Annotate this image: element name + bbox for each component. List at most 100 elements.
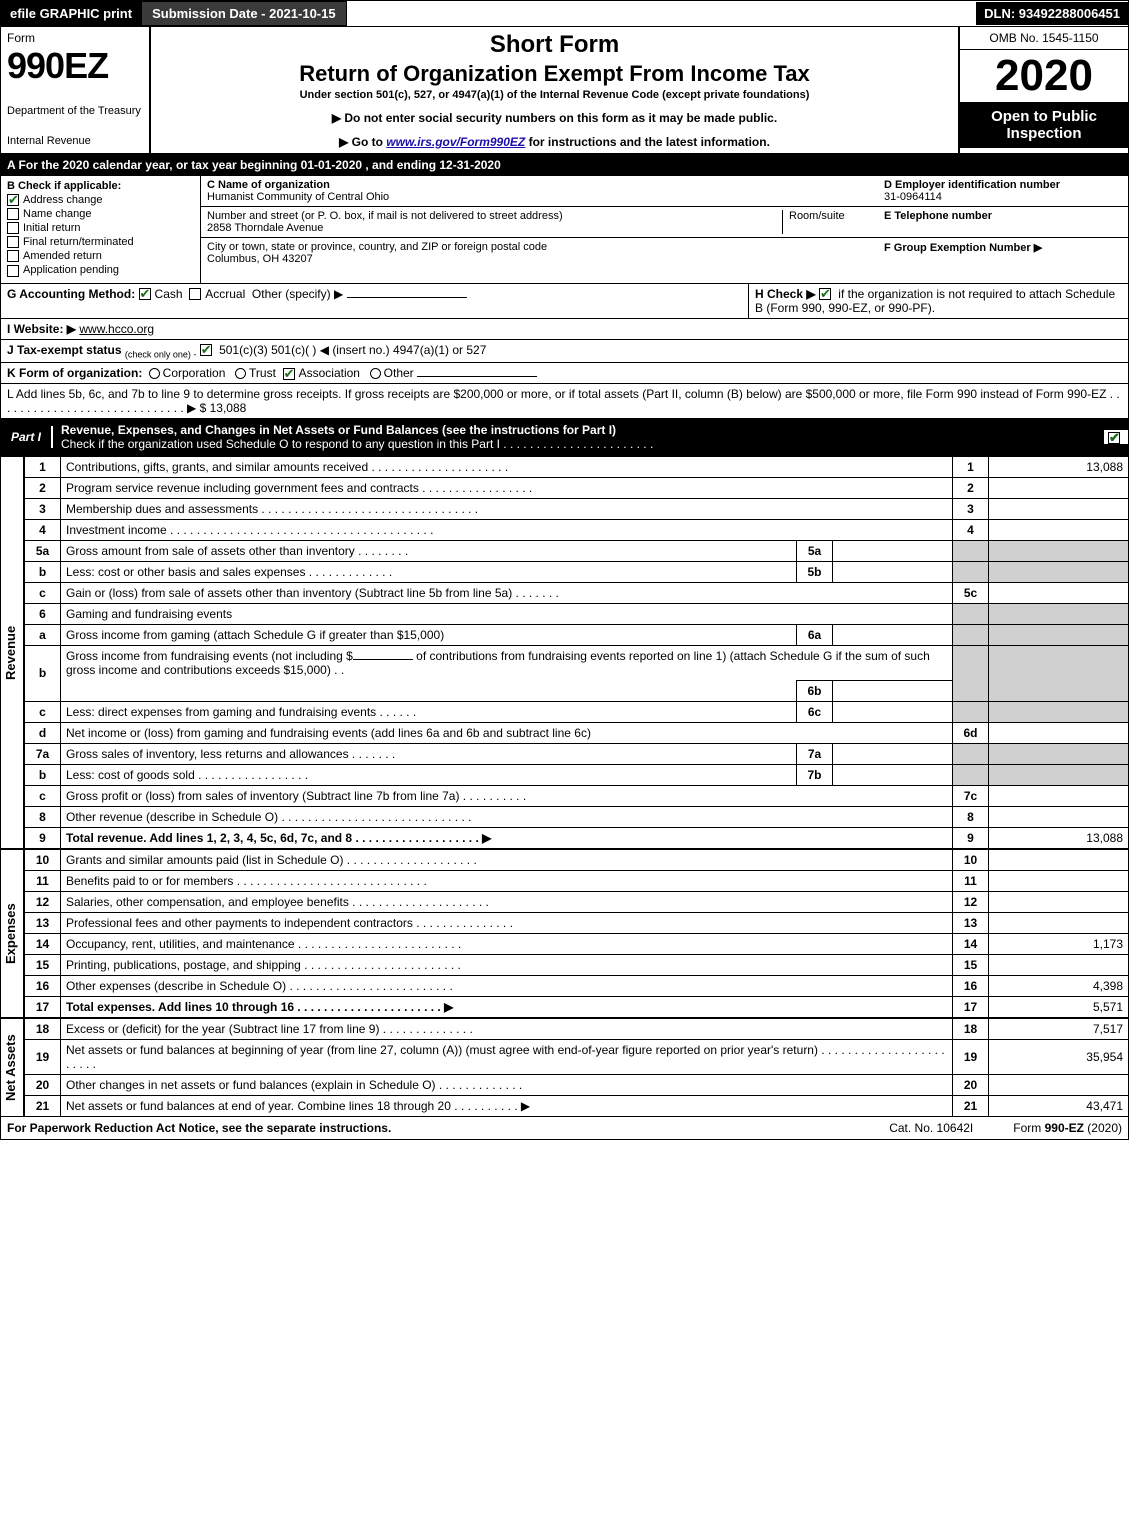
form-word: Form	[7, 31, 143, 45]
line-desc: Membership dues and assessments . . . . …	[61, 498, 953, 519]
mini-code: 7b	[797, 764, 833, 785]
checkbox-icon[interactable]	[819, 288, 831, 300]
chk-initial-return[interactable]: Initial return	[7, 222, 194, 234]
checkbox-icon[interactable]	[189, 288, 201, 300]
table-row: bLess: cost or other basis and sales exp…	[25, 561, 1129, 582]
line-num: b	[25, 645, 61, 701]
mini-val	[833, 540, 953, 561]
row-j-tax-exempt: J Tax-exempt status (check only one) - 5…	[0, 340, 1129, 363]
j-opts: 501(c)(3) 501(c)( ) ◀ (insert no.) 4947(…	[219, 343, 486, 357]
table-row: cGross profit or (loss) from sales of in…	[25, 785, 1129, 806]
line-desc: Gross amount from sale of assets other t…	[61, 540, 797, 561]
table-row: bLess: cost of goods sold . . . . . . . …	[25, 764, 1129, 785]
line-code: 6d	[953, 722, 989, 743]
line-desc: Salaries, other compensation, and employ…	[61, 891, 953, 912]
fundraising-amount-input[interactable]	[353, 659, 413, 660]
line-num: 4	[25, 519, 61, 540]
line-amount: 1,173	[989, 933, 1129, 954]
shaded-cell	[953, 645, 989, 701]
line-code: 4	[953, 519, 989, 540]
line-desc: Other changes in net assets or fund bala…	[61, 1074, 953, 1095]
table-row: aGross income from gaming (attach Schedu…	[25, 624, 1129, 645]
part-check-line: Check if the organization used Schedule …	[61, 437, 653, 451]
efile-print-button[interactable]: efile GRAPHIC print	[1, 1, 141, 26]
line-desc: Excess or (deficit) for the year (Subtra…	[61, 1018, 953, 1039]
page-footer: For Paperwork Reduction Act Notice, see …	[0, 1117, 1129, 1140]
line-amount: 4,398	[989, 975, 1129, 996]
line-code: 7c	[953, 785, 989, 806]
checkbox-icon[interactable]	[200, 344, 212, 356]
form-number: 990EZ	[7, 45, 143, 87]
g-other-input[interactable]	[347, 297, 467, 298]
dln-label: DLN: 93492288006451	[976, 2, 1128, 25]
form-header: Form 990EZ Department of the Treasury In…	[0, 27, 1129, 154]
line-desc: Program service revenue including govern…	[61, 477, 953, 498]
g-label: G Accounting Method:	[7, 287, 135, 301]
city-state-zip: Columbus, OH 43207	[207, 253, 313, 265]
line-desc: Gross profit or (loss) from sales of inv…	[61, 785, 953, 806]
table-row: 8Other revenue (describe in Schedule O) …	[25, 806, 1129, 827]
line-amount	[989, 954, 1129, 975]
table-row: 19Net assets or fund balances at beginni…	[25, 1039, 1129, 1074]
line-code: 13	[953, 912, 989, 933]
line-amount: 13,088	[989, 456, 1129, 477]
chk-final-return[interactable]: Final return/terminated	[7, 236, 194, 248]
line-code: 3	[953, 498, 989, 519]
radio-icon[interactable]	[149, 368, 160, 379]
line-code: 2	[953, 477, 989, 498]
shaded-cell	[953, 624, 989, 645]
line-num: b	[25, 764, 61, 785]
table-row: bGross income from fundraising events (n…	[25, 645, 1129, 680]
line-num: 8	[25, 806, 61, 827]
g-accrual: Accrual	[205, 287, 245, 301]
line-code: 16	[953, 975, 989, 996]
website-link[interactable]: www.hcco.org	[79, 322, 154, 336]
line-num: 15	[25, 954, 61, 975]
mini-val	[833, 764, 953, 785]
table-row: dNet income or (loss) from gaming and fu…	[25, 722, 1129, 743]
footer-right: Form 990-EZ (2020)	[1013, 1121, 1122, 1135]
checkbox-icon	[7, 194, 19, 206]
line-desc: Total expenses. Add lines 10 through 16 …	[61, 996, 953, 1017]
line-code: 15	[953, 954, 989, 975]
shaded-cell	[953, 540, 989, 561]
checkbox-icon[interactable]	[283, 368, 295, 380]
checkbox-icon	[1108, 432, 1120, 444]
line-desc: Gain or (loss) from sale of assets other…	[61, 582, 953, 603]
submission-date-button[interactable]: Submission Date - 2021-10-15	[141, 1, 347, 26]
mini-code: 5a	[797, 540, 833, 561]
goto-link[interactable]: www.irs.gov/Form990EZ	[386, 135, 525, 149]
org-name: Humanist Community of Central Ohio	[207, 191, 389, 203]
shaded-cell	[989, 624, 1129, 645]
line-num: 2	[25, 477, 61, 498]
part-check-right[interactable]	[1104, 430, 1128, 444]
radio-icon[interactable]	[370, 368, 381, 379]
checkbox-icon[interactable]	[139, 288, 151, 300]
chk-name-change[interactable]: Name change	[7, 208, 194, 220]
row-g: G Accounting Method: Cash Accrual Other …	[1, 284, 748, 318]
street-address: 2858 Thorndale Avenue	[207, 222, 323, 234]
line-amount: 7,517	[989, 1018, 1129, 1039]
chk-application-pending[interactable]: Application pending	[7, 264, 194, 276]
line-code: 8	[953, 806, 989, 827]
chk-address-change[interactable]: Address change	[7, 194, 194, 206]
radio-icon[interactable]	[235, 368, 246, 379]
mini-val	[833, 680, 953, 701]
table-row: 1Contributions, gifts, grants, and simil…	[25, 456, 1129, 477]
revenue-section: Revenue 1Contributions, gifts, grants, a…	[0, 456, 1129, 849]
part-1-header: Part I Revenue, Expenses, and Changes in…	[0, 419, 1129, 456]
k-other-input[interactable]	[417, 376, 537, 377]
table-row: 20Other changes in net assets or fund ba…	[25, 1074, 1129, 1095]
chk-amended-return[interactable]: Amended return	[7, 250, 194, 262]
g-cash: Cash	[155, 287, 183, 301]
line-num: c	[25, 701, 61, 722]
checkbox-icon	[7, 265, 19, 277]
line-desc: Printing, publications, postage, and shi…	[61, 954, 953, 975]
line-num: 12	[25, 891, 61, 912]
line-num: 10	[25, 849, 61, 870]
e-label: E Telephone number	[884, 210, 992, 222]
j-sub: (check only one) -	[125, 349, 197, 359]
shaded-cell	[989, 645, 1129, 701]
table-row: 15Printing, publications, postage, and s…	[25, 954, 1129, 975]
line-amount	[989, 498, 1129, 519]
